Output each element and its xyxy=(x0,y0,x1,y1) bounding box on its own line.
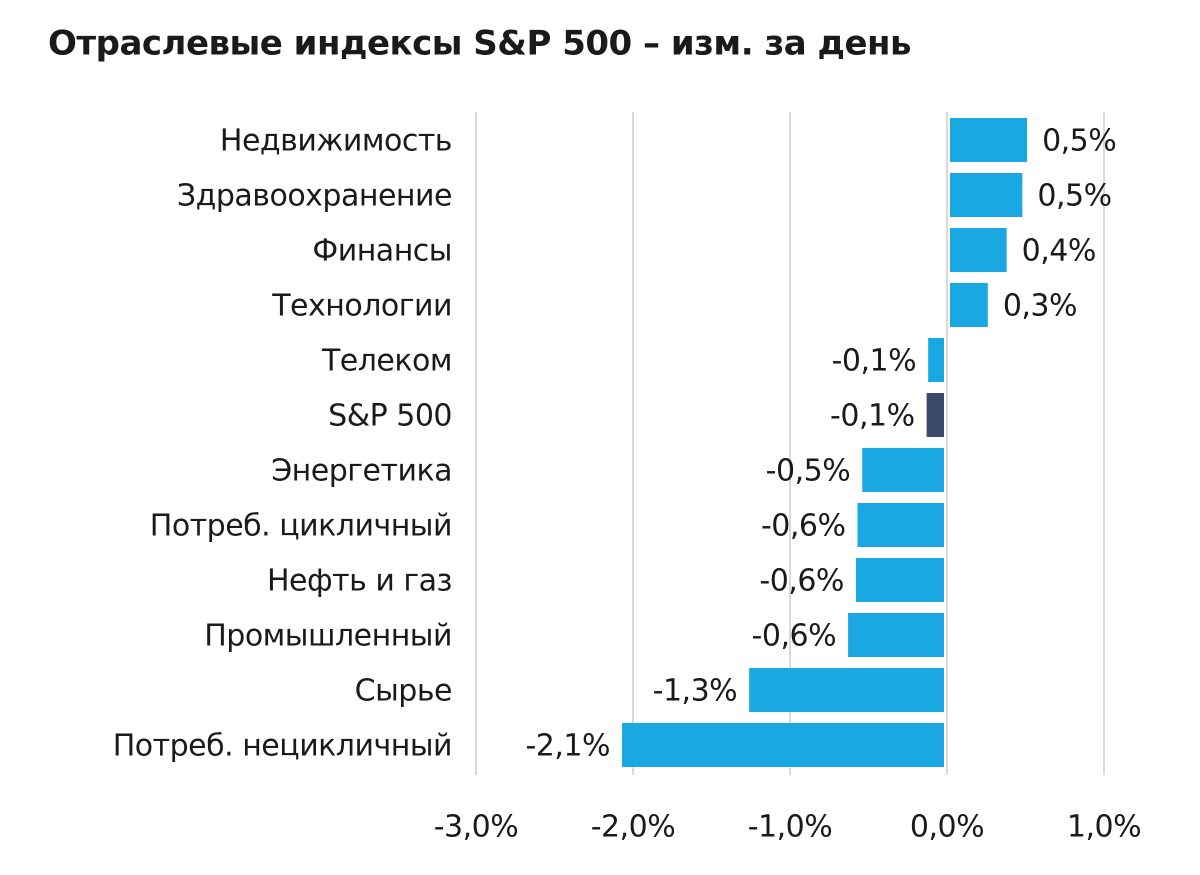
y-tick-label: Энергетика xyxy=(271,454,452,489)
bar xyxy=(855,558,944,602)
y-tick-label: Сырье xyxy=(355,674,452,709)
chart-title: Отраслевые индексы S&P 500 – изм. за ден… xyxy=(48,24,911,64)
x-tick-label: -2,0% xyxy=(591,810,676,845)
y-tick-label: Промышленный xyxy=(204,619,452,654)
value-label: 0,5% xyxy=(1037,179,1111,214)
y-tick-label: Технологии xyxy=(271,289,452,324)
bar xyxy=(950,173,1023,217)
bar xyxy=(848,613,944,657)
value-label: -0,6% xyxy=(761,509,846,544)
value-label: -0,6% xyxy=(759,564,844,599)
bar xyxy=(622,723,944,767)
bar xyxy=(950,283,988,327)
y-tick-label: S&P 500 xyxy=(328,399,452,434)
x-tick-label: -3,0% xyxy=(434,810,519,845)
value-label: 0,4% xyxy=(1022,234,1096,269)
y-tick-label: Нефть и газ xyxy=(267,564,452,599)
y-tick-label: Потреб. цикличный xyxy=(150,509,452,544)
bar xyxy=(749,668,944,712)
bar xyxy=(950,118,1028,162)
y-tick-label: Телеком xyxy=(321,344,452,379)
value-label: -0,6% xyxy=(752,619,837,654)
y-tick-label: Потреб. нецикличный xyxy=(113,729,452,764)
x-tick-label: -1,0% xyxy=(748,810,833,845)
value-label: 0,5% xyxy=(1042,124,1116,159)
value-label: -0,1% xyxy=(832,344,917,379)
x-tick-label: 0,0% xyxy=(910,810,984,845)
x-tick-label: 1,0% xyxy=(1067,810,1141,845)
bar xyxy=(857,503,944,547)
y-tick-label: Здравоохранение xyxy=(177,179,452,214)
bar xyxy=(862,448,944,492)
y-tick-label: Финансы xyxy=(312,234,452,269)
value-label: -1,3% xyxy=(653,674,738,709)
bar xyxy=(928,338,944,382)
y-tick-label: Недвижимость xyxy=(220,124,452,159)
value-label: -0,5% xyxy=(766,454,851,489)
bar xyxy=(950,228,1007,272)
value-label: -2,1% xyxy=(525,729,610,764)
value-label: 0,3% xyxy=(1003,289,1077,324)
value-label: -0,1% xyxy=(830,399,915,434)
bar xyxy=(926,393,944,437)
